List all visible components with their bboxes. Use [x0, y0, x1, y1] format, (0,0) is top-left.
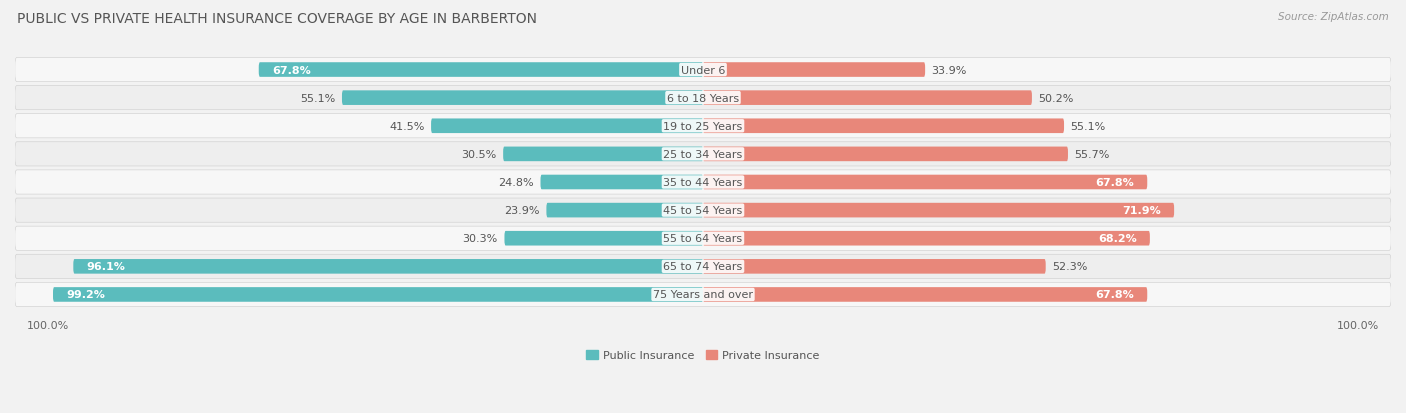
FancyBboxPatch shape: [15, 282, 1391, 307]
FancyBboxPatch shape: [505, 231, 703, 246]
Text: 35 to 44 Years: 35 to 44 Years: [664, 178, 742, 188]
FancyBboxPatch shape: [53, 287, 703, 302]
Text: 30.5%: 30.5%: [461, 150, 496, 159]
Text: 50.2%: 50.2%: [1039, 93, 1074, 103]
Text: Under 6: Under 6: [681, 65, 725, 75]
FancyBboxPatch shape: [703, 231, 1150, 246]
Text: 55.7%: 55.7%: [1074, 150, 1109, 159]
Text: 55 to 64 Years: 55 to 64 Years: [664, 234, 742, 244]
FancyBboxPatch shape: [703, 259, 1046, 274]
FancyBboxPatch shape: [703, 119, 1064, 134]
FancyBboxPatch shape: [15, 142, 1391, 166]
FancyBboxPatch shape: [342, 91, 703, 106]
FancyBboxPatch shape: [703, 175, 1147, 190]
FancyBboxPatch shape: [15, 255, 1391, 279]
Text: 96.1%: 96.1%: [86, 262, 125, 272]
Text: 33.9%: 33.9%: [932, 65, 967, 75]
Text: 19 to 25 Years: 19 to 25 Years: [664, 121, 742, 131]
FancyBboxPatch shape: [547, 203, 703, 218]
Text: 55.1%: 55.1%: [1070, 121, 1107, 131]
FancyBboxPatch shape: [15, 86, 1391, 110]
Text: 99.2%: 99.2%: [66, 290, 105, 300]
FancyBboxPatch shape: [432, 119, 703, 134]
Text: 67.8%: 67.8%: [271, 65, 311, 75]
Text: PUBLIC VS PRIVATE HEALTH INSURANCE COVERAGE BY AGE IN BARBERTON: PUBLIC VS PRIVATE HEALTH INSURANCE COVER…: [17, 12, 537, 26]
Legend: Public Insurance, Private Insurance: Public Insurance, Private Insurance: [582, 346, 824, 365]
Text: 65 to 74 Years: 65 to 74 Years: [664, 262, 742, 272]
FancyBboxPatch shape: [540, 175, 703, 190]
FancyBboxPatch shape: [15, 58, 1391, 83]
Text: 25 to 34 Years: 25 to 34 Years: [664, 150, 742, 159]
Text: 71.9%: 71.9%: [1122, 206, 1161, 216]
Text: 52.3%: 52.3%: [1052, 262, 1088, 272]
FancyBboxPatch shape: [703, 63, 925, 78]
Text: 75 Years and over: 75 Years and over: [652, 290, 754, 300]
FancyBboxPatch shape: [73, 259, 703, 274]
Text: 23.9%: 23.9%: [505, 206, 540, 216]
Text: 67.8%: 67.8%: [1095, 290, 1135, 300]
FancyBboxPatch shape: [15, 171, 1391, 195]
FancyBboxPatch shape: [15, 227, 1391, 251]
Text: 68.2%: 68.2%: [1098, 234, 1137, 244]
FancyBboxPatch shape: [703, 203, 1174, 218]
Text: 24.8%: 24.8%: [498, 178, 534, 188]
FancyBboxPatch shape: [259, 63, 703, 78]
FancyBboxPatch shape: [15, 114, 1391, 138]
Text: Source: ZipAtlas.com: Source: ZipAtlas.com: [1278, 12, 1389, 22]
FancyBboxPatch shape: [703, 147, 1069, 162]
Text: 6 to 18 Years: 6 to 18 Years: [666, 93, 740, 103]
Text: 41.5%: 41.5%: [389, 121, 425, 131]
FancyBboxPatch shape: [703, 287, 1147, 302]
Text: 67.8%: 67.8%: [1095, 178, 1135, 188]
Text: 30.3%: 30.3%: [463, 234, 498, 244]
FancyBboxPatch shape: [15, 199, 1391, 223]
Text: 55.1%: 55.1%: [299, 93, 336, 103]
Text: 45 to 54 Years: 45 to 54 Years: [664, 206, 742, 216]
FancyBboxPatch shape: [503, 147, 703, 162]
FancyBboxPatch shape: [703, 91, 1032, 106]
